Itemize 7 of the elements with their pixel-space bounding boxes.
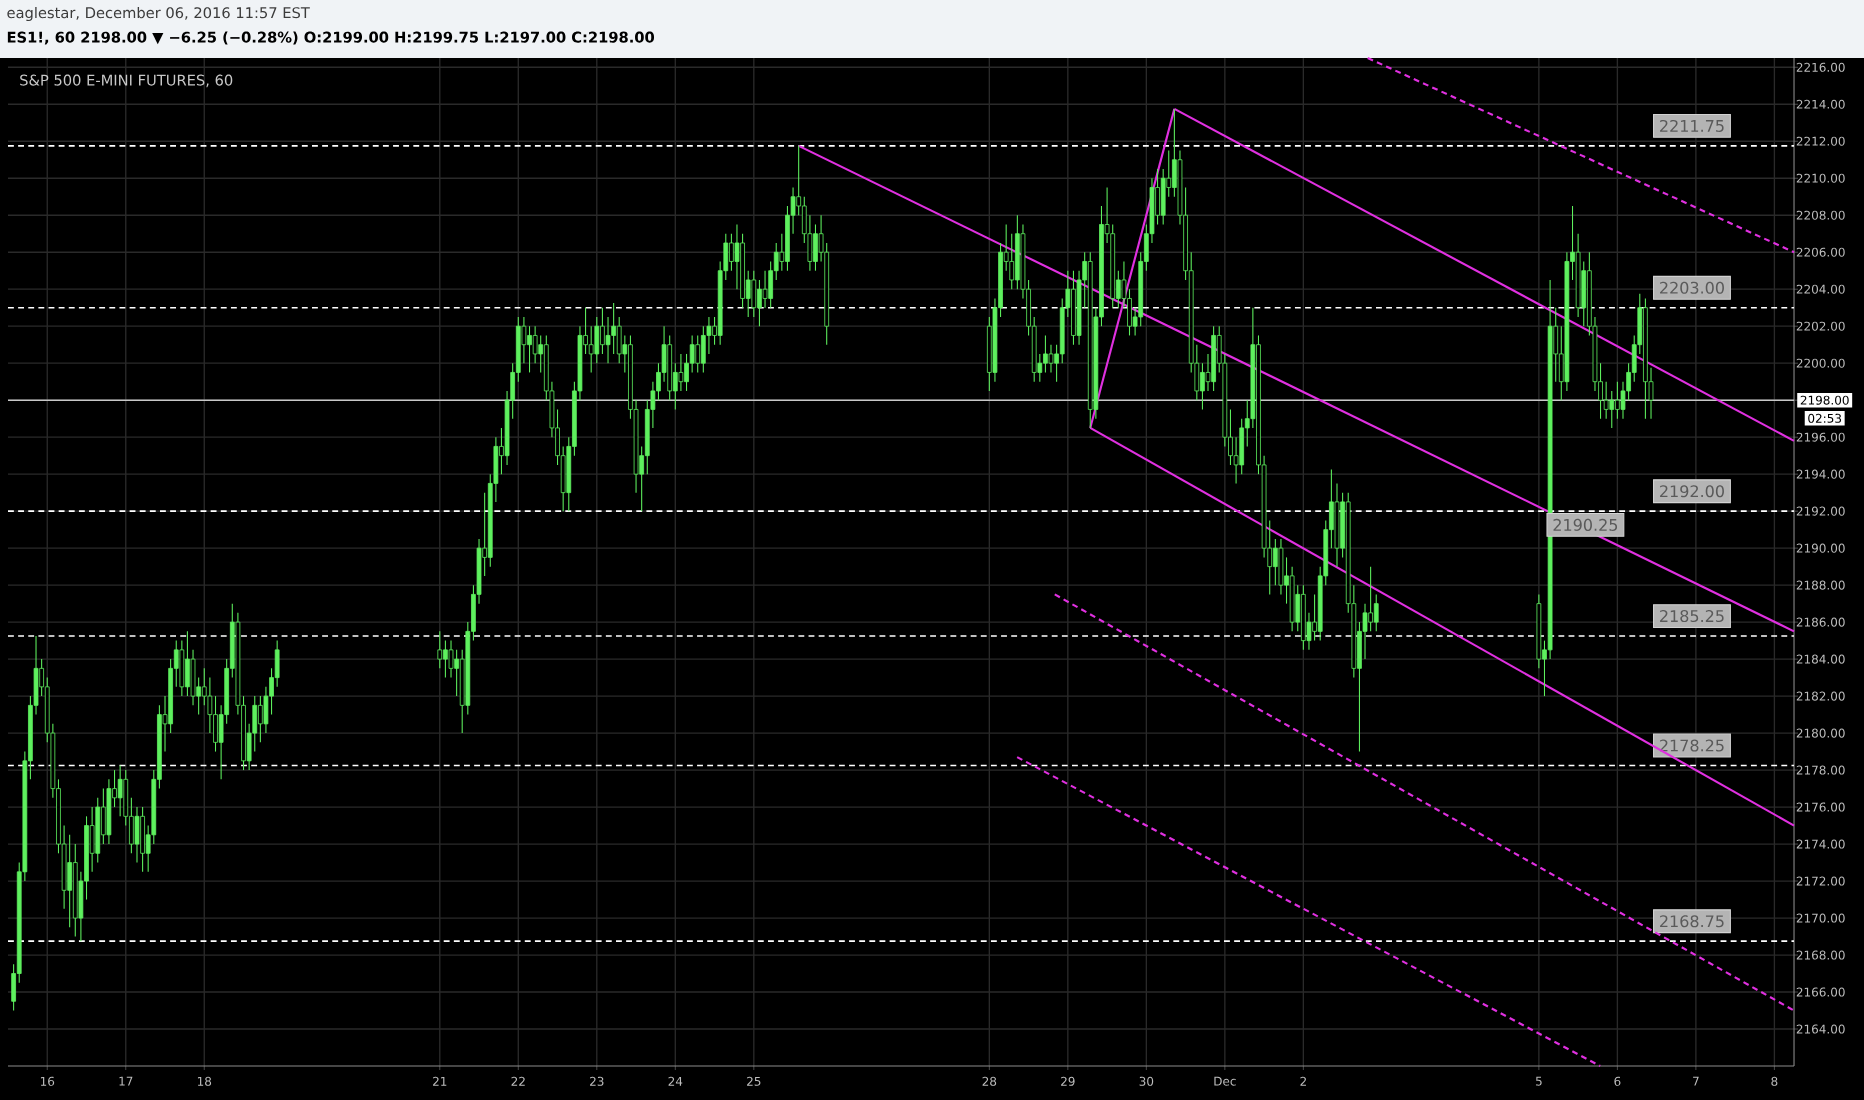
ref-line-label: 2178.25 [1660, 739, 1724, 752]
ref-line-label: 2192.00 [1660, 485, 1724, 498]
annotation: 2190.25 [1553, 518, 1618, 531]
ref-line-label: 2168.75 [1660, 915, 1724, 928]
ref-line-label: 2203.00 [1660, 281, 1724, 294]
ref-line-label: 2211.75 [1660, 119, 1724, 132]
ref-line-label: 2185.25 [1660, 610, 1724, 623]
